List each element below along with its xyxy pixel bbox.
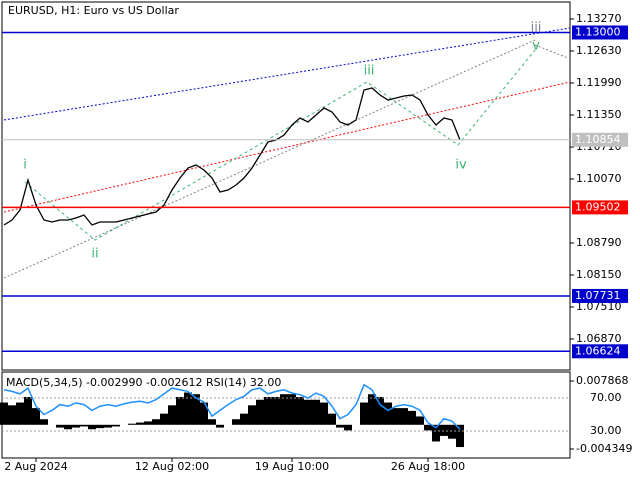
wave-label: iv xyxy=(455,158,467,173)
macd-bar xyxy=(264,396,272,425)
macd-bar xyxy=(456,424,464,448)
macd-bar xyxy=(248,405,256,425)
macd-bar xyxy=(272,396,280,425)
macd-bar xyxy=(328,413,336,425)
wave-label: i xyxy=(23,158,27,173)
y-tick-label: 1.10070 xyxy=(576,172,622,185)
price-line xyxy=(3,87,461,226)
macd-bar xyxy=(288,394,296,425)
macd-bar xyxy=(440,424,448,436)
macd-bar xyxy=(80,424,88,427)
macd-bar xyxy=(336,424,344,428)
y-tick-label: 1.11350 xyxy=(576,108,622,121)
macd-bar xyxy=(128,423,136,425)
y-tick-label: 1.07510 xyxy=(576,300,622,313)
macd-bar xyxy=(184,392,192,425)
macd-bar xyxy=(432,424,440,442)
wave-path xyxy=(24,49,536,241)
level-label: 1.07731 xyxy=(575,289,621,302)
y-tick-label: 1.08150 xyxy=(576,268,622,281)
channel-line xyxy=(3,39,536,279)
level-label-box xyxy=(572,25,628,40)
macd-bar xyxy=(64,424,72,430)
macd-bar xyxy=(0,402,8,425)
macd-bar xyxy=(392,408,400,425)
y-tick-label: 1.12630 xyxy=(576,44,622,57)
macd-bar xyxy=(256,399,264,425)
level-label: 1.10854 xyxy=(575,133,621,146)
macd-bar xyxy=(144,421,152,425)
macd-bar xyxy=(232,419,240,425)
y-tick-label: 1.11990 xyxy=(576,76,622,89)
macd-bar xyxy=(344,424,352,431)
wave-label: ii xyxy=(91,247,98,262)
main-panel xyxy=(1,1,571,371)
y-tick-label: 1.13270 xyxy=(576,12,622,25)
wave-label: iii xyxy=(364,64,375,79)
x-tick-label: 12 Aug 02:00 xyxy=(135,460,209,473)
macd-bar xyxy=(168,405,176,425)
projection-line xyxy=(534,44,569,59)
macd-bar xyxy=(96,424,104,429)
indicator-title: MACD(5,34,5) -0.002990 -0.002612 RSI(14)… xyxy=(6,376,281,389)
channel-line xyxy=(3,81,571,213)
macd-bar xyxy=(416,416,424,425)
macd-bar xyxy=(56,424,64,428)
macd-bar xyxy=(320,402,328,425)
macd-bar xyxy=(376,396,384,425)
y-tick-label: 1.06870 xyxy=(576,332,622,345)
macd-bar xyxy=(280,394,288,425)
macd-bar xyxy=(160,413,168,425)
wave-label: iii xyxy=(531,21,542,36)
macd-bar xyxy=(448,424,456,439)
macd-tick-label: 0.007868 xyxy=(576,374,629,387)
macd-bar xyxy=(176,396,184,425)
level-label-box xyxy=(572,132,628,147)
macd-bar xyxy=(32,408,40,425)
level-label: 1.09502 xyxy=(575,200,621,213)
y-tick-label: 1.08790 xyxy=(576,236,622,249)
macd-bar xyxy=(200,402,208,425)
x-tick-label: 2 Aug 2024 xyxy=(4,460,67,473)
macd-bar xyxy=(112,424,120,427)
macd-bar xyxy=(240,413,248,425)
macd-bar xyxy=(408,410,416,425)
rsi-line xyxy=(3,383,461,430)
level-label: 1.06624 xyxy=(575,344,621,357)
rsi-tick-label: 30.00 xyxy=(590,424,622,437)
wave-label: v xyxy=(532,39,540,54)
macd-bar xyxy=(360,402,368,425)
macd-bar xyxy=(368,394,376,425)
macd-bar xyxy=(312,399,320,425)
chart-title: EURUSD, H1: Euro vs US Dollar xyxy=(8,4,179,17)
macd-bar xyxy=(400,408,408,425)
macd-bar xyxy=(216,424,224,428)
macd-bar xyxy=(424,424,432,431)
macd-bar xyxy=(296,396,304,425)
level-label-box xyxy=(572,344,628,359)
macd-bar xyxy=(16,402,24,425)
macd-bar xyxy=(88,424,96,430)
macd-bar xyxy=(24,396,32,425)
macd-bar xyxy=(72,424,80,428)
level-label: 1.13000 xyxy=(575,26,621,39)
macd-bar xyxy=(40,419,48,425)
rsi-tick-label: 70.00 xyxy=(590,391,622,404)
macd-bar xyxy=(208,419,216,425)
x-tick-label: 19 Aug 10:00 xyxy=(255,460,329,473)
level-label-box xyxy=(572,288,628,303)
macd-bar xyxy=(104,424,112,428)
macd-bar xyxy=(8,405,16,425)
x-tick-label: 26 Aug 18:00 xyxy=(391,460,465,473)
macd-tick-label: -0.004349 xyxy=(576,442,632,455)
macd-bar xyxy=(304,399,312,425)
macd-bar xyxy=(152,419,160,425)
channel-line xyxy=(3,27,571,121)
macd-bar xyxy=(384,402,392,425)
macd-bar xyxy=(192,394,200,425)
macd-bar xyxy=(136,422,144,425)
level-label-box xyxy=(572,200,628,215)
